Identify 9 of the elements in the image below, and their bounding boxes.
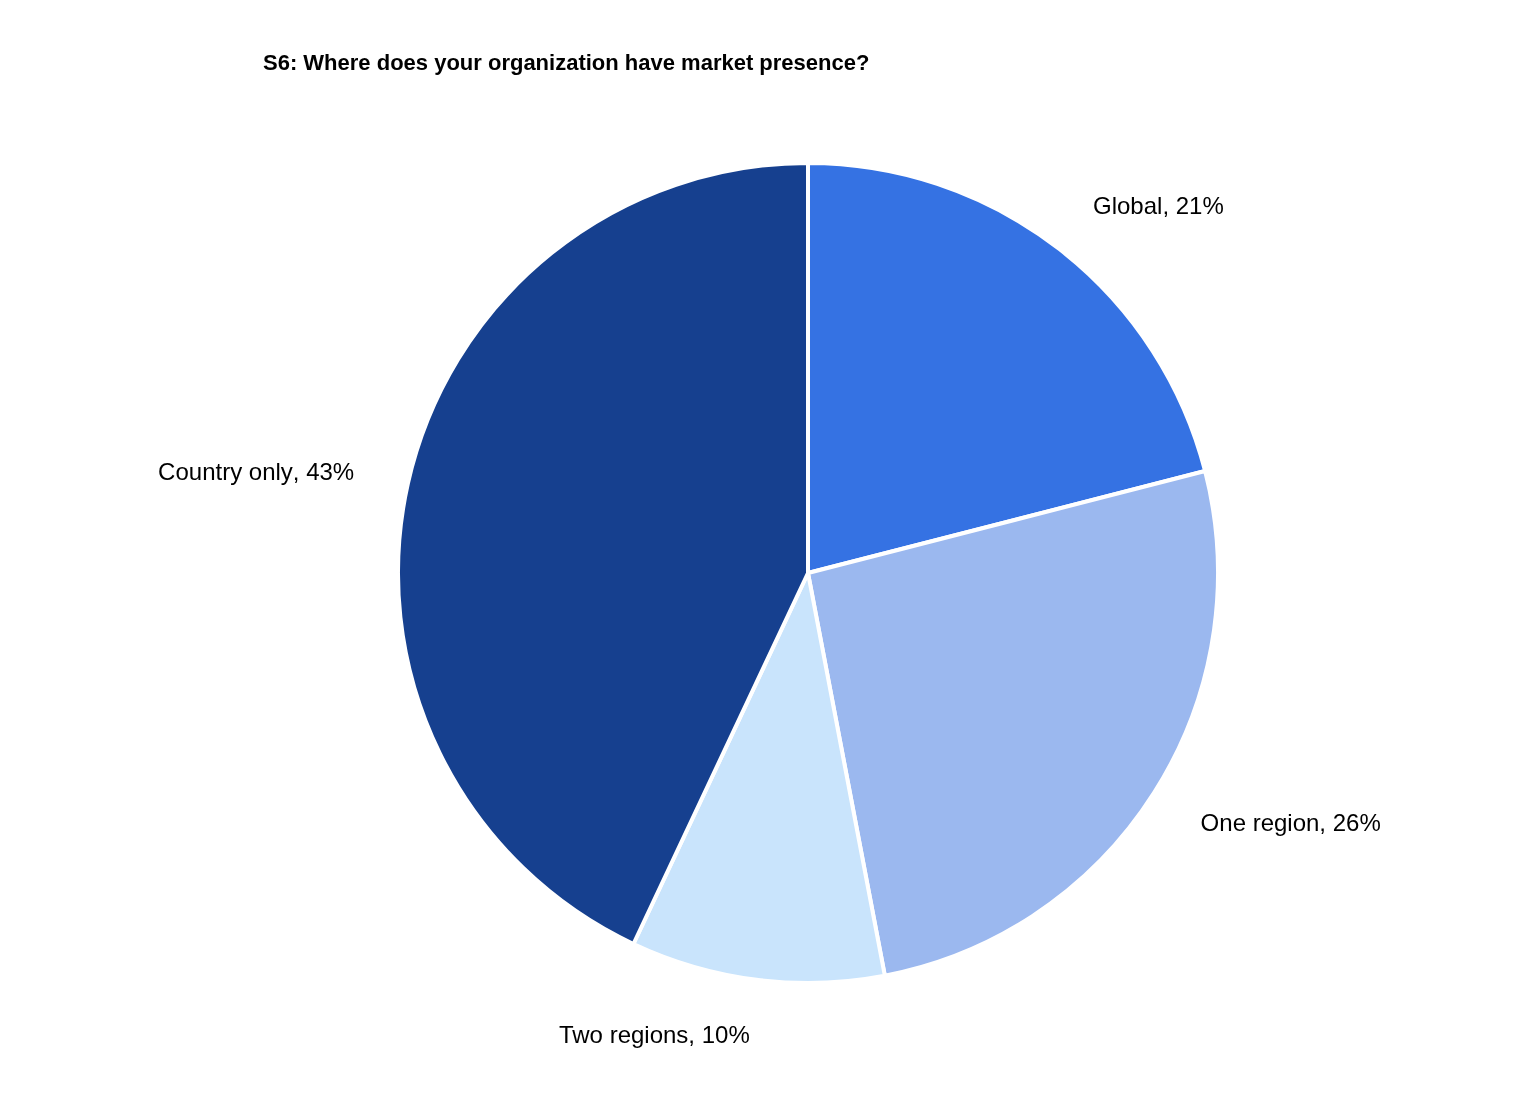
slice-label: Two regions	[558, 1020, 689, 1048]
data-label: , 10%	[688, 1020, 750, 1048]
slice-label: Global	[1093, 192, 1163, 220]
data-label: , 21%	[1162, 192, 1224, 220]
data-label: , 26%	[1319, 808, 1381, 836]
chart-title: S6: Where does your organization have market presence?	[263, 49, 870, 75]
slice-label: One region	[1200, 808, 1320, 836]
slice-label: Country only	[158, 458, 293, 486]
data-label: , 43%	[292, 458, 355, 486]
